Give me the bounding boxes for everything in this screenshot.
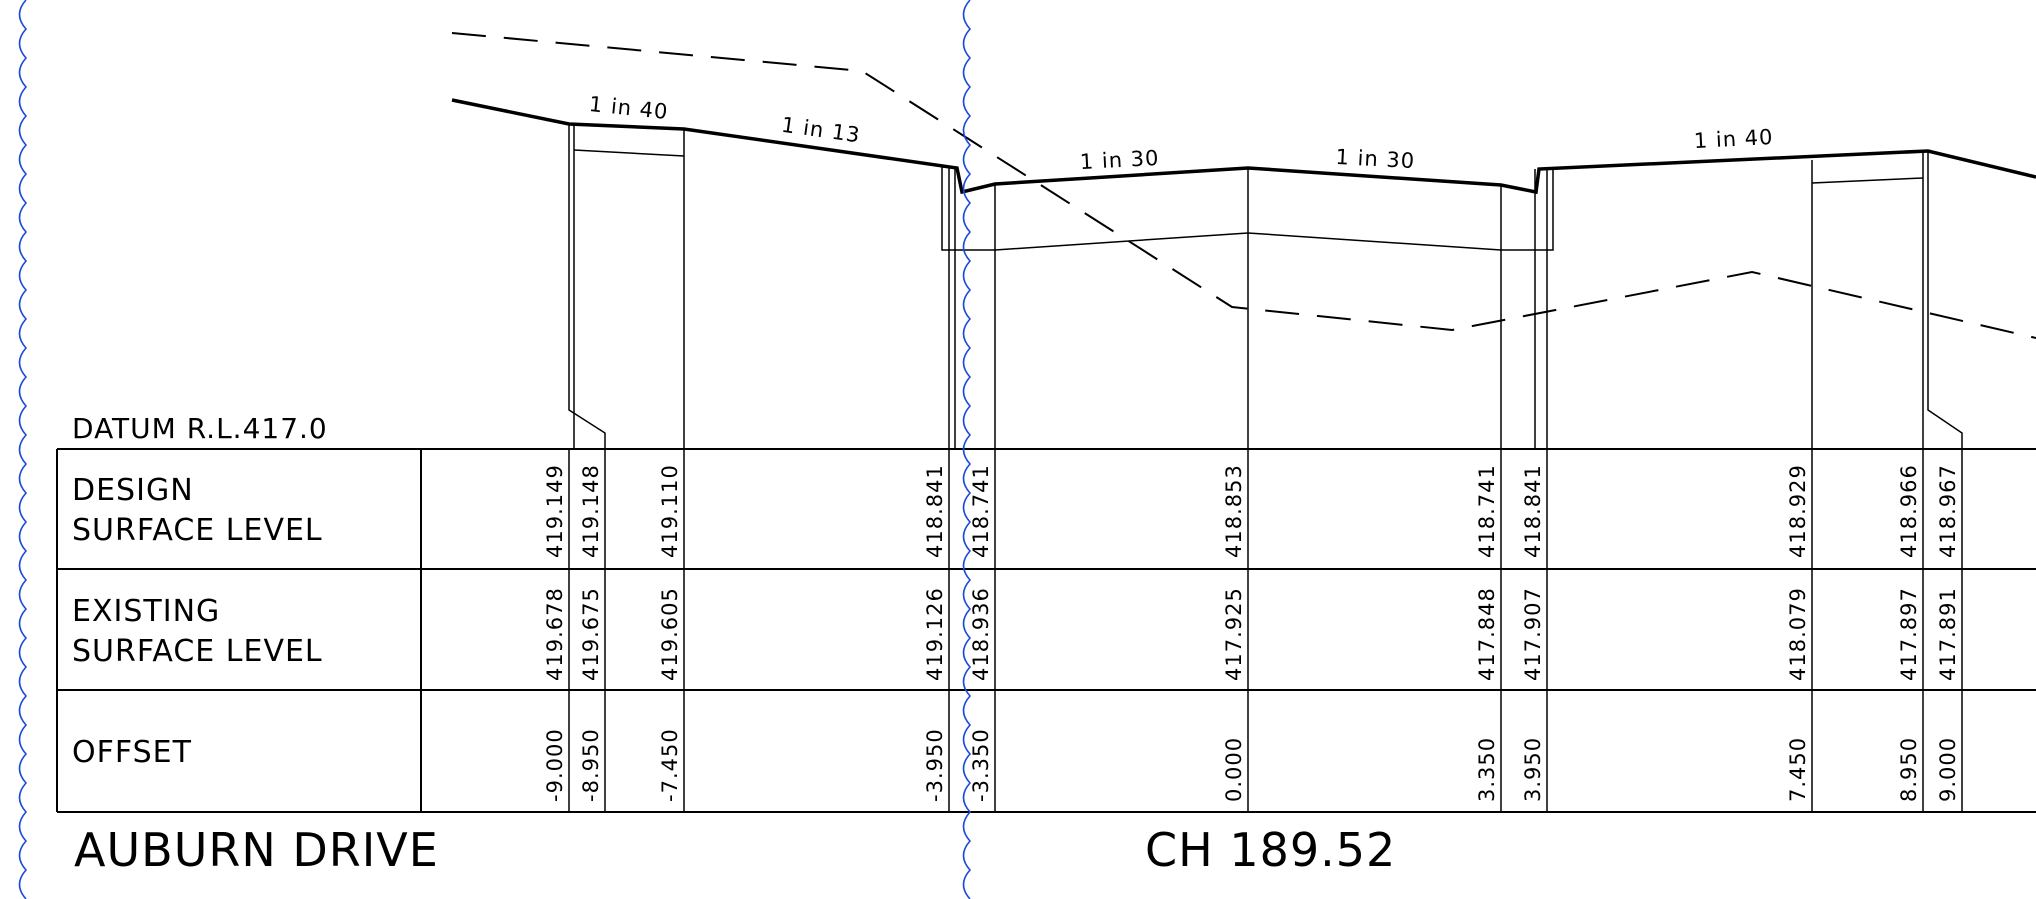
offset-value: -7.450 [658,728,682,802]
chainage-title: CH 189.52 [1145,823,1396,877]
grade-label: 1 in 13 [780,113,862,148]
design-value: 419.149 [543,464,567,558]
offset-value: 8.950 [1897,737,1921,802]
design-value: 418.741 [969,464,993,558]
design-value: 418.929 [1786,464,1810,558]
existing-value: 419.678 [543,587,567,681]
datum-label: DATUM R.L.417.0 [72,412,328,445]
grade-label: 1 in 30 [1079,146,1160,174]
design-value: 418.741 [1475,464,1499,558]
grade-label: 1 in 30 [1335,145,1416,173]
station-values: 419.149 419.678 -9.000 419.148 419.675 -8.950… [543,464,1960,802]
existing-value: 417.925 [1222,587,1246,681]
existing-value: 418.079 [1786,587,1810,681]
revision-cloud-left [18,0,28,899]
design-row-header-line1: DESIGN [72,473,194,508]
design-value: 418.841 [923,464,947,558]
existing-surface-line [451,32,2036,339]
existing-value: 419.675 [579,587,603,681]
existing-value: 417.848 [1475,587,1499,681]
offset-value: 9.000 [1936,737,1960,802]
pavement-layers [568,124,1963,449]
existing-value: 417.897 [1897,587,1921,681]
offset-value: -3.950 [923,728,947,802]
existing-value: 417.891 [1936,587,1960,681]
existing-row-header-line1: EXISTING [72,594,220,629]
design-surface-line [451,98,2036,195]
design-value: 419.110 [658,464,682,558]
grade-label: 1 in 40 [588,92,670,124]
grade-label: 1 in 40 [1693,125,1774,153]
offset-row-header: OFFSET [72,735,192,770]
existing-value: 417.907 [1521,587,1545,681]
offset-value: -8.950 [579,728,603,802]
design-value: 418.853 [1222,464,1246,558]
design-value: 419.148 [579,464,603,558]
design-value: 418.841 [1521,464,1545,558]
offset-value: -3.350 [969,728,993,802]
existing-value: 419.126 [923,587,947,681]
design-value: 418.967 [1936,464,1960,558]
station-tick-lines [568,449,1963,812]
offset-value: 7.450 [1786,737,1810,802]
design-row-header-line2: SURFACE LEVEL [72,513,323,548]
level-table [56,448,2036,813]
design-value: 418.966 [1897,464,1921,558]
existing-row-header-line2: SURFACE LEVEL [72,634,323,669]
offset-value: -9.000 [543,728,567,802]
offset-value: 3.350 [1475,737,1499,802]
grade-labels: 1 in 40 1 in 13 1 in 30 1 in 30 1 in 40 [588,92,1774,174]
offset-value: 0.000 [1222,737,1246,802]
road-name-title: AUBURN DRIVE [74,823,439,877]
existing-value: 418.936 [969,587,993,681]
revision-cloud-right [962,0,972,899]
offset-value: 3.950 [1521,737,1545,802]
existing-value: 419.605 [658,587,682,681]
